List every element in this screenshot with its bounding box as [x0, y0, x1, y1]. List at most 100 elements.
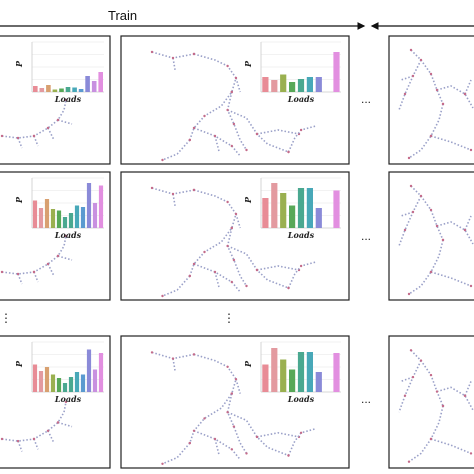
panel-frame — [0, 335, 111, 469]
network-node — [469, 452, 473, 455]
x-axis-label: Loads — [287, 230, 315, 240]
panel-r1c3 — [388, 35, 474, 165]
network-node — [226, 365, 229, 368]
chart-bar — [38, 208, 44, 228]
network-edge — [430, 271, 472, 287]
network-node — [463, 394, 467, 397]
panel-frame — [120, 35, 350, 165]
chart-bar — [315, 372, 322, 392]
network-edge — [189, 189, 237, 277]
network-edge — [436, 221, 474, 245]
network-node — [234, 76, 238, 80]
chart-bar — [280, 359, 287, 392]
chart-bar — [297, 188, 305, 228]
chart-bar — [56, 378, 62, 392]
network-node — [403, 92, 407, 96]
network-node — [192, 52, 196, 56]
panel-frame — [120, 335, 350, 469]
chart-bar — [65, 87, 71, 92]
y-axis-label: P — [14, 360, 24, 368]
network-node — [171, 357, 175, 360]
horizontal-ellipsis: ... — [361, 229, 371, 243]
network-edge — [235, 77, 241, 93]
network-node — [192, 353, 196, 356]
network-node — [150, 50, 154, 54]
network-node — [287, 150, 290, 154]
network-edge — [464, 215, 472, 231]
network-edge — [235, 378, 241, 394]
network-node — [188, 441, 191, 445]
network-node — [213, 134, 217, 138]
network-node — [441, 102, 445, 106]
chart-bar — [62, 217, 68, 228]
network-node — [435, 390, 439, 393]
network-node — [407, 292, 411, 296]
network-node — [161, 462, 164, 465]
network-edge — [408, 103, 444, 159]
network-node — [429, 270, 433, 274]
load-chart-r2c1: P Loads — [14, 177, 104, 240]
chart-bar — [44, 367, 50, 392]
chart-bar — [80, 207, 86, 228]
network-node — [429, 437, 433, 441]
chart-bar — [262, 77, 269, 92]
chart-bar — [80, 374, 86, 392]
chart-bar — [262, 364, 269, 392]
vertical-ellipsis: ⋮ — [0, 311, 12, 325]
chart-bar — [92, 369, 98, 392]
network-node — [203, 417, 206, 420]
chart-bar — [86, 183, 92, 228]
network-edge — [162, 139, 191, 161]
network-edge — [287, 427, 317, 456]
network-node — [226, 244, 229, 248]
chart-bar — [98, 185, 104, 228]
network-node — [255, 435, 259, 439]
x-axis-label: Loads — [54, 94, 82, 104]
network-r2c1 — [0, 234, 73, 285]
chart-bar — [297, 79, 305, 92]
panel-r3c2: P Loads — [120, 335, 350, 469]
chart-bar — [271, 348, 278, 392]
network-edge — [214, 271, 220, 289]
network-edge — [398, 195, 422, 247]
network-node — [46, 126, 50, 130]
network-node — [230, 280, 233, 284]
network-edge — [256, 431, 300, 438]
network-node — [161, 294, 164, 298]
chart-bar — [62, 383, 68, 392]
load-chart-r3c1: P Loads — [14, 341, 104, 404]
network-node — [150, 351, 154, 354]
panel-r2c2: P Loads — [120, 171, 350, 301]
network-node — [419, 359, 423, 362]
chart-bar — [44, 199, 50, 228]
network-edge — [400, 211, 414, 217]
chart-bar — [98, 353, 104, 392]
network-node — [245, 452, 248, 455]
network-node — [56, 421, 60, 424]
network-edge — [256, 265, 300, 271]
network-node — [441, 404, 445, 408]
network-node — [469, 148, 473, 152]
chart-bar — [38, 371, 44, 392]
chart-bar — [333, 353, 340, 392]
chart-bar — [52, 89, 58, 92]
network-node — [0, 134, 4, 138]
ellipsis-markers: ......... ⋮ ⋮ — [0, 92, 371, 406]
network-edge — [162, 275, 191, 297]
network-node — [188, 274, 191, 278]
y-axis-label: P — [14, 60, 24, 68]
network-node — [56, 254, 60, 258]
network-node — [429, 134, 433, 138]
network-node — [230, 144, 233, 148]
network-node — [255, 132, 259, 136]
network-edge — [189, 53, 237, 141]
network-node — [409, 48, 413, 52]
chart-bar — [78, 89, 84, 92]
network-node — [16, 136, 20, 140]
network-edge — [410, 49, 444, 105]
network-node — [435, 88, 439, 92]
network-node — [234, 378, 238, 381]
panel-frame — [388, 35, 474, 165]
network-edge — [436, 85, 474, 109]
network-node — [403, 228, 407, 232]
